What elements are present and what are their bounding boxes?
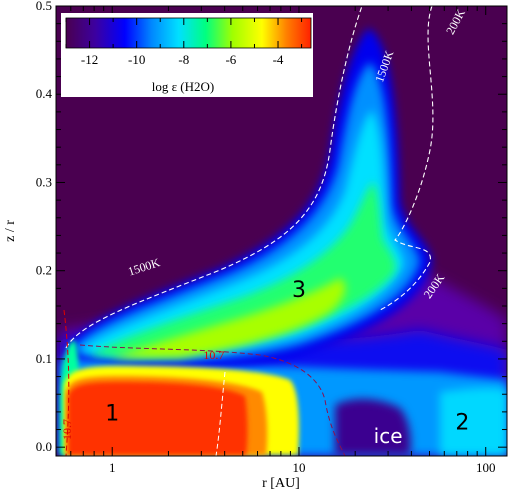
x-axis-label: r [AU] <box>262 476 300 491</box>
colorbar-tick-label: -6 <box>225 52 236 67</box>
y-tick-label: 0.1 <box>36 351 52 366</box>
region-label: 3 <box>292 278 306 303</box>
heatmap-tongue-lime <box>110 278 346 358</box>
plot-frame <box>55 5 508 457</box>
region-label: 2 <box>455 411 469 436</box>
heatmap-inner-red <box>68 382 248 455</box>
colorbar-ticks: -12 -10 -8 -6 -4 <box>65 18 303 67</box>
contour-1500k <box>65 6 363 349</box>
heatmap-ice-pocket <box>335 398 411 455</box>
contour-10.7 <box>63 309 70 456</box>
y-tick-label: 0.5 <box>36 0 52 13</box>
x-axis: 1 10 100 <box>55 6 496 475</box>
colorbar: -12 -10 -8 -6 -4 log ε (H2O) <box>61 13 313 97</box>
contour-200k-lower <box>215 371 226 456</box>
colorbar-tick-label: -8 <box>178 52 189 67</box>
y-tick-label: 0.4 <box>36 86 53 101</box>
contour-200k <box>379 6 434 311</box>
heatmap-field <box>60 28 507 455</box>
x-tick-label: 100 <box>476 460 496 475</box>
x-tick-label: 10 <box>292 460 305 475</box>
region-label: 1 <box>105 402 119 427</box>
heatmap-outer-right-cyan <box>440 387 507 455</box>
y-tick-label: 0.0 <box>36 439 52 454</box>
contour-label: 10.7 <box>203 348 224 362</box>
x-tick-label: 1 <box>109 460 116 475</box>
contour-lines <box>63 6 434 456</box>
y-axis-label: z / r <box>3 220 18 242</box>
y-tick-label: 0.2 <box>36 263 52 278</box>
colorbar-tick-label: -4 <box>273 52 284 67</box>
y-axis: 0.0 0.1 0.2 0.3 0.4 0.5 <box>36 0 507 454</box>
colorbar-label: log ε (H2O) <box>152 79 215 94</box>
contour-label: 10.7 <box>60 419 74 440</box>
colorbar-tick-label: -10 <box>128 52 145 67</box>
region-label: ice <box>374 424 403 448</box>
y-tick-label: 0.3 <box>36 174 52 189</box>
contour-10.7-mid <box>79 344 346 456</box>
colorbar-gradient <box>65 17 312 49</box>
colorbar-tick-label: -12 <box>81 52 98 67</box>
